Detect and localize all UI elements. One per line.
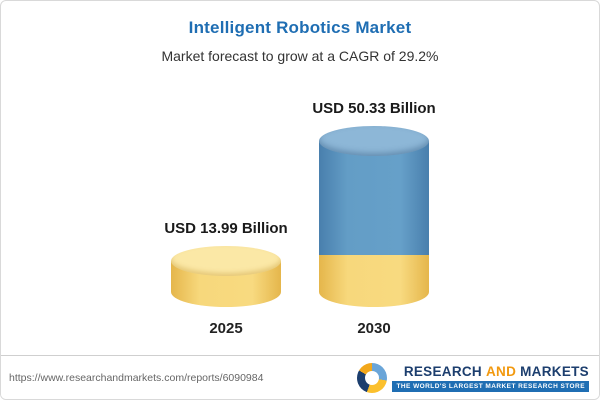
logo-tagline: THE WORLD'S LARGEST MARKET RESEARCH STOR… <box>392 380 589 392</box>
chart-header: Intelligent Robotics Market Market forec… <box>1 1 599 64</box>
bar-group-2025: USD 13.99 Billion 2025 <box>160 220 292 337</box>
report-url-link[interactable]: https://www.researchandmarkets.com/repor… <box>9 371 264 384</box>
bar-group-2030: USD 50.33 Billion 2030 <box>308 100 440 337</box>
chart-subtitle: Market forecast to grow at a CAGR of 29.… <box>161 48 439 64</box>
bar-2030-blue-body <box>319 141 429 255</box>
x-axis-label-2030: 2030 <box>357 320 391 337</box>
logo-word-research: RESEARCH <box>403 363 482 379</box>
chart-title: Intelligent Robotics Market <box>188 18 412 37</box>
bar-cylinder-2030 <box>319 126 429 307</box>
footer: https://www.researchandmarkets.com/repor… <box>1 355 599 399</box>
bar-cylinder-2025 <box>171 246 281 307</box>
logo-word-and: AND <box>485 363 517 379</box>
logo-text-block: RESEARCH AND MARKETS THE WORLD'S LARGEST… <box>392 364 589 392</box>
cylinder-body-2030 <box>319 141 429 307</box>
logo-word-markets: MARKETS <box>520 363 589 379</box>
research-and-markets-logo: RESEARCH AND MARKETS THE WORLD'S LARGEST… <box>357 362 589 393</box>
logo-globe-icon <box>357 362 388 393</box>
cylinder-top-ellipse-2025 <box>171 246 281 276</box>
logo-wordmark: RESEARCH AND MARKETS <box>404 364 589 379</box>
bar-value-label-2025: USD 13.99 Billion <box>164 220 288 237</box>
bar-chart: USD 13.99 Billion 2025 USD 50.33 Billion… <box>1 100 599 337</box>
cylinder-top-ellipse-2030 <box>319 126 429 156</box>
bar-value-label-2030: USD 50.33 Billion <box>312 100 436 117</box>
x-axis-label-2025: 2025 <box>209 320 243 337</box>
bar-2030-gold-base <box>319 255 429 307</box>
